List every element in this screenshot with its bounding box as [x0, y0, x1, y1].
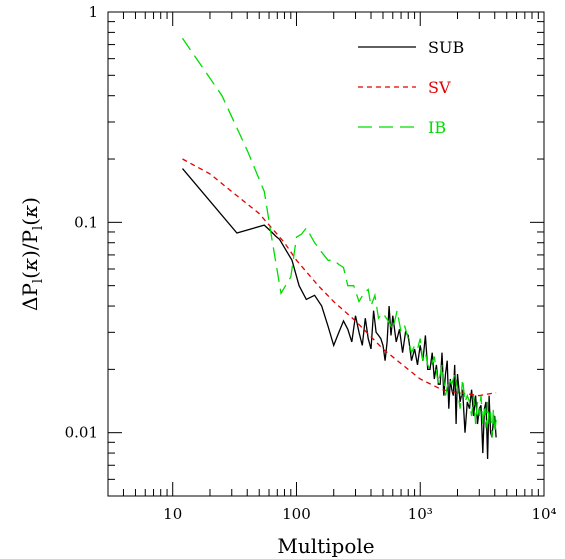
- x-tick-label: 100: [282, 505, 311, 523]
- legend-label-sub: SUB: [428, 38, 464, 57]
- y-tick-label: 0.01: [65, 424, 98, 442]
- y-tick-label: 1: [88, 3, 98, 21]
- x-axis-title: Multipole: [277, 534, 374, 558]
- svg-text:ΔPl(κ)/Pl(κ): ΔPl(κ)/Pl(κ): [18, 197, 46, 311]
- series-line-ib: [181, 37, 497, 438]
- y-axis-title: ΔPl(κ)/Pl(κ): [18, 197, 46, 311]
- plot-frame: [107, 11, 545, 497]
- series-line-sv: [182, 158, 497, 397]
- legend-label-ib: IB: [428, 118, 446, 137]
- x-tick-label: 10⁴: [531, 505, 556, 523]
- y-tick-label: 0.1: [74, 213, 98, 231]
- series-line-sub: [182, 168, 497, 460]
- x-tick-label: 10: [163, 505, 182, 523]
- legend-label-sv: SV: [428, 78, 451, 97]
- x-tick-label: 10³: [408, 505, 433, 523]
